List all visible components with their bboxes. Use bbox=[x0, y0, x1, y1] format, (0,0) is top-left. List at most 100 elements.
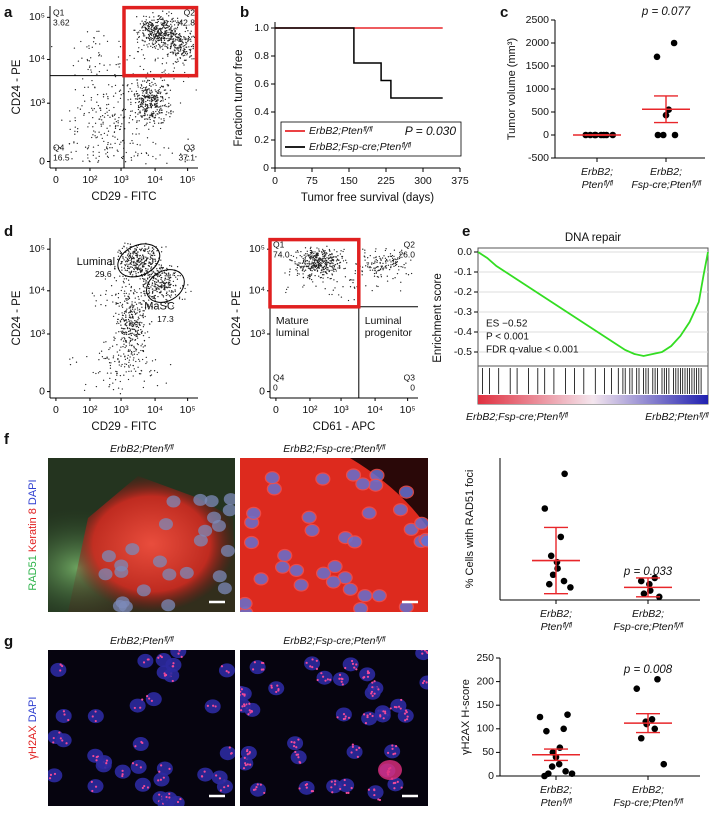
event-dot bbox=[149, 16, 150, 17]
focus bbox=[392, 753, 394, 755]
event-dot bbox=[337, 259, 338, 260]
event-dot bbox=[154, 103, 155, 104]
event-dot bbox=[177, 58, 178, 59]
event-dot bbox=[75, 120, 76, 121]
event-dot bbox=[191, 46, 192, 47]
event-dot bbox=[385, 258, 386, 259]
event-dot bbox=[325, 267, 326, 268]
event-dot bbox=[385, 250, 386, 251]
event-dot bbox=[122, 307, 123, 308]
focus bbox=[316, 668, 318, 670]
event-dot bbox=[156, 268, 157, 269]
event-dot bbox=[191, 55, 192, 56]
data-point bbox=[672, 132, 679, 139]
event-dot bbox=[143, 350, 144, 351]
focus bbox=[61, 665, 63, 667]
event-dot bbox=[135, 361, 136, 362]
event-dot bbox=[152, 42, 153, 43]
event-dot bbox=[149, 122, 150, 123]
event-dot bbox=[134, 250, 135, 251]
event-dot bbox=[155, 259, 156, 260]
event-dot bbox=[382, 257, 383, 258]
event-dot bbox=[131, 159, 132, 160]
event-dot bbox=[135, 116, 136, 117]
focus bbox=[227, 785, 229, 787]
nucleus bbox=[224, 493, 238, 505]
event-dot bbox=[114, 74, 115, 75]
focus bbox=[311, 658, 313, 660]
event-dot bbox=[147, 278, 148, 279]
event-dot bbox=[139, 309, 140, 310]
event-dot bbox=[155, 104, 156, 105]
event-dot bbox=[128, 122, 129, 123]
focus bbox=[275, 691, 277, 693]
event-dot bbox=[122, 317, 123, 318]
y-axis-label: Enrichment score bbox=[432, 273, 444, 362]
event-dot bbox=[329, 260, 330, 261]
data-point bbox=[556, 761, 563, 768]
event-dot bbox=[146, 124, 147, 125]
event-dot bbox=[133, 333, 134, 334]
event-dot bbox=[400, 290, 401, 291]
event-dot bbox=[113, 316, 114, 317]
event-dot bbox=[164, 279, 165, 280]
event-dot bbox=[110, 143, 111, 144]
event-dot bbox=[315, 286, 316, 287]
event-dot bbox=[188, 36, 189, 37]
event-dot bbox=[155, 34, 156, 35]
event-dot bbox=[113, 337, 114, 338]
event-dot bbox=[88, 48, 89, 49]
event-dot bbox=[323, 271, 324, 272]
event-dot bbox=[383, 255, 384, 256]
event-dot bbox=[135, 151, 136, 152]
event-dot bbox=[157, 287, 158, 288]
event-dot bbox=[145, 256, 146, 257]
nucleus bbox=[125, 543, 139, 555]
event-dot bbox=[303, 258, 304, 259]
focus bbox=[247, 763, 249, 765]
focus bbox=[348, 717, 350, 719]
event-dot bbox=[117, 321, 118, 322]
event-dot bbox=[153, 39, 154, 40]
event-dot bbox=[336, 260, 337, 261]
focus bbox=[160, 764, 162, 766]
event-dot bbox=[143, 291, 144, 292]
event-dot bbox=[309, 268, 310, 269]
event-dot bbox=[143, 45, 144, 46]
focus bbox=[400, 707, 402, 709]
event-dot bbox=[110, 372, 111, 373]
event-dot bbox=[355, 263, 356, 264]
event-dot bbox=[144, 125, 145, 126]
event-dot bbox=[93, 130, 94, 131]
event-dot bbox=[148, 253, 149, 254]
focus bbox=[223, 786, 225, 788]
event-dot bbox=[166, 46, 167, 47]
event-dot bbox=[130, 249, 131, 250]
event-dot bbox=[138, 296, 139, 297]
event-dot bbox=[164, 20, 165, 21]
event-dot bbox=[173, 71, 174, 72]
quadrant-value: 0 bbox=[410, 382, 415, 392]
event-dot bbox=[143, 108, 144, 109]
event-dot bbox=[374, 276, 375, 277]
event-dot bbox=[69, 143, 70, 144]
event-dot bbox=[138, 327, 139, 328]
focus bbox=[243, 703, 245, 705]
event-dot bbox=[92, 126, 93, 127]
event-dot bbox=[151, 82, 152, 83]
nucleus bbox=[56, 733, 72, 747]
event-dot bbox=[164, 27, 165, 28]
event-dot bbox=[141, 99, 142, 100]
event-dot bbox=[117, 139, 118, 140]
event-dot bbox=[158, 117, 159, 118]
y-tick-label: 10⁵ bbox=[249, 243, 265, 255]
event-dot bbox=[144, 290, 145, 291]
event-dot bbox=[151, 374, 152, 375]
event-dot bbox=[152, 298, 153, 299]
event-dot bbox=[379, 256, 380, 257]
event-dot bbox=[135, 297, 136, 298]
y-tick-label: 50 bbox=[482, 746, 494, 758]
event-dot bbox=[124, 242, 125, 243]
event-dot bbox=[89, 67, 90, 68]
nucleus bbox=[305, 524, 319, 536]
